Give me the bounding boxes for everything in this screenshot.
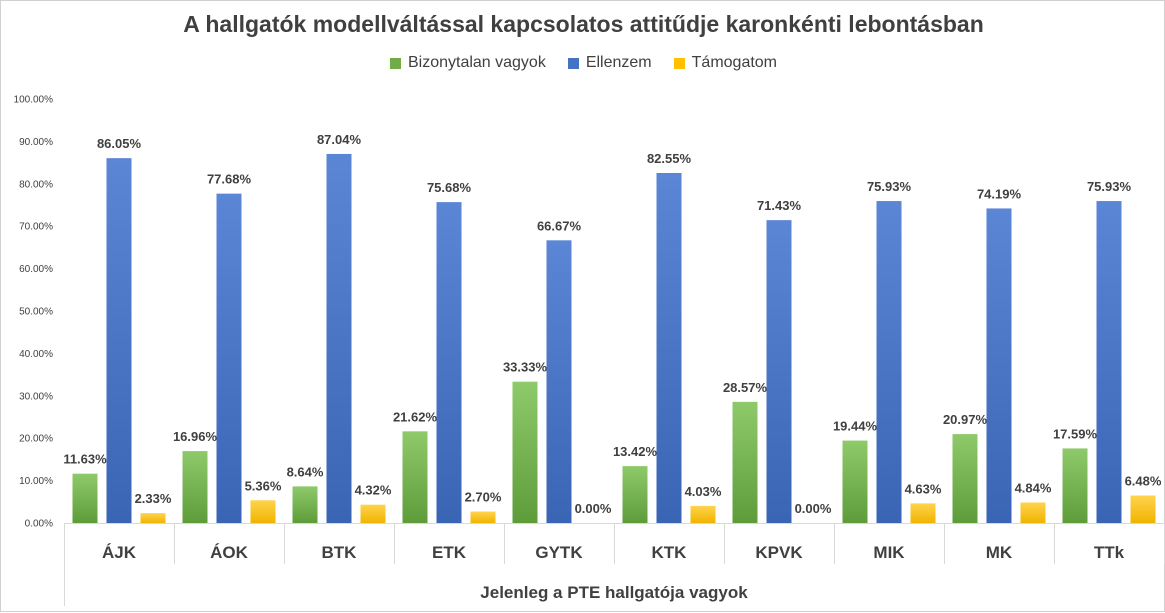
data-label-bizonytalan: 13.42% [613, 444, 658, 459]
data-label-ellenzem: 77.68% [207, 172, 252, 187]
data-label-bizonytalan: 19.44% [833, 419, 878, 434]
category-label: ETK [432, 543, 467, 562]
bar-bizonytalan [512, 381, 538, 523]
legend-item-tamogatom: Támogatom [673, 54, 778, 72]
category-label: GYTK [535, 543, 583, 562]
data-label-bizonytalan: 17.59% [1053, 426, 1098, 441]
x-axis-title: Jelenleg a PTE hallgatója vagyok [480, 583, 748, 602]
data-label-tamogatom: 5.36% [245, 478, 282, 493]
category-label: MIK [873, 543, 905, 562]
bar-ellenzem [216, 193, 242, 524]
data-label-tamogatom: 4.03% [685, 484, 722, 499]
bar-ellenzem [1096, 201, 1122, 523]
data-label-ellenzem: 86.05% [97, 136, 142, 151]
bar-tamogatom [250, 500, 276, 523]
category-label: ÁJK [102, 543, 137, 562]
y-tick-label: 0.00% [25, 519, 53, 530]
legend-swatch-green [389, 57, 401, 69]
y-tick-label: 10.00% [19, 476, 53, 487]
data-label-ellenzem: 75.68% [427, 180, 472, 195]
y-tick-label: 40.00% [19, 349, 53, 360]
legend-swatch-yellow [673, 57, 685, 69]
data-label-ellenzem: 66.67% [537, 218, 582, 233]
data-label-bizonytalan: 8.64% [287, 464, 324, 479]
bar-bizonytalan [952, 434, 978, 523]
bar-bizonytalan [292, 486, 318, 523]
bar-tamogatom [140, 513, 166, 523]
y-tick-label: 80.00% [19, 179, 53, 190]
data-label-ellenzem: 75.93% [867, 179, 912, 194]
bar-bizonytalan [182, 451, 208, 523]
y-tick-label: 50.00% [19, 307, 53, 318]
bar-tamogatom [690, 505, 716, 523]
category-label: MK [986, 543, 1013, 562]
bar-bizonytalan [1062, 448, 1088, 523]
bar-tamogatom [910, 503, 936, 523]
data-label-tamogatom: 0.00% [575, 501, 612, 516]
data-label-tamogatom: 2.70% [465, 490, 502, 505]
legend-label-tamogatom: Támogatom [691, 54, 778, 71]
category-label: KPVK [755, 543, 803, 562]
data-label-tamogatom: 4.63% [905, 481, 942, 496]
category-label: BTK [322, 543, 358, 562]
bar-tamogatom [1130, 495, 1156, 523]
chart-title: A hallgatók modellváltással kapcsolatos … [183, 11, 984, 37]
bar-ellenzem [656, 172, 682, 523]
data-label-tamogatom: 4.32% [355, 483, 392, 498]
bar-bizonytalan [622, 466, 648, 523]
data-label-tamogatom: 6.48% [1125, 474, 1162, 489]
y-tick-label: 70.00% [19, 222, 53, 233]
bar-ellenzem [986, 208, 1012, 524]
bar-ellenzem [326, 153, 352, 524]
data-label-bizonytalan: 11.63% [63, 452, 107, 467]
data-label-ellenzem: 74.19% [977, 186, 1022, 201]
bar-ellenzem [436, 202, 462, 523]
category-label: ÁOK [210, 543, 249, 562]
bar-ellenzem [106, 158, 132, 523]
data-label-ellenzem: 87.04% [317, 132, 362, 147]
legend-item-ellenzem: Ellenzem [567, 54, 652, 72]
data-label-ellenzem: 75.93% [1087, 179, 1132, 194]
y-tick-label: 100.00% [14, 95, 54, 106]
legend-swatch-blue [567, 57, 579, 69]
data-label-tamogatom: 4.84% [1015, 480, 1052, 495]
bar-ellenzem [546, 240, 572, 523]
bar-tamogatom [360, 504, 386, 523]
bar-ellenzem [876, 201, 902, 523]
data-label-tamogatom: 2.33% [135, 491, 172, 506]
bar-bizonytalan [72, 473, 98, 523]
bar-tamogatom [1020, 502, 1046, 523]
bar-tamogatom [470, 511, 496, 523]
y-tick-label: 20.00% [19, 434, 53, 445]
legend-label-bizonytalan: Bizonytalan vagyok [407, 54, 546, 71]
bar-bizonytalan [402, 431, 428, 523]
legend-item-bizonytalan: Bizonytalan vagyok [389, 54, 546, 72]
legend-label-ellenzem: Ellenzem [585, 54, 652, 71]
data-label-ellenzem: 82.55% [647, 151, 692, 166]
y-tick-label: 90.00% [19, 137, 53, 148]
data-label-bizonytalan: 21.62% [393, 409, 438, 424]
data-label-ellenzem: 71.43% [757, 198, 802, 213]
data-label-bizonytalan: 20.97% [943, 412, 988, 427]
data-label-bizonytalan: 28.57% [723, 380, 768, 395]
category-label: TTk [1094, 543, 1125, 562]
bar-bizonytalan [842, 440, 868, 523]
data-label-bizonytalan: 16.96% [173, 429, 218, 444]
bar-bizonytalan [732, 401, 758, 523]
bar-ellenzem [766, 220, 792, 524]
category-label: KTK [652, 543, 688, 562]
y-tick-label: 30.00% [19, 391, 53, 402]
y-tick-label: 60.00% [19, 264, 53, 275]
chart-legend: Bizonytalan vagyok Ellenzem Támogatom [1, 54, 1165, 72]
data-label-bizonytalan: 33.33% [503, 360, 548, 375]
data-label-tamogatom: 0.00% [795, 501, 832, 516]
